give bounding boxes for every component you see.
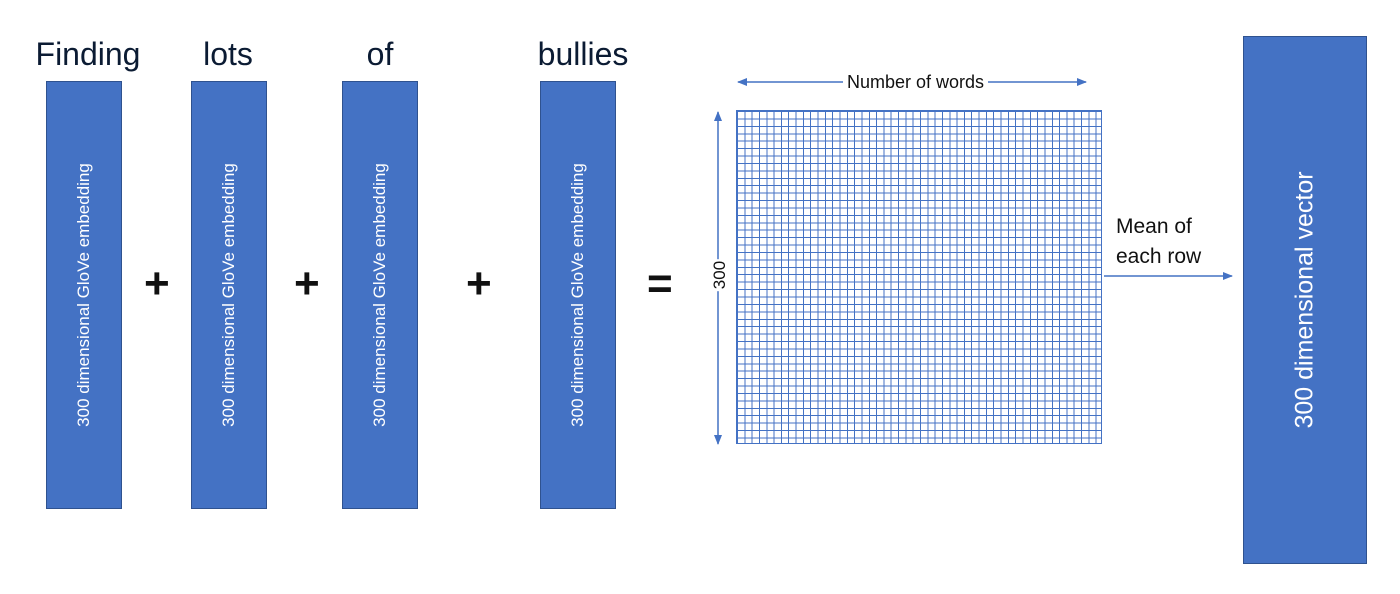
- mean-label: Mean of each row: [1116, 212, 1201, 272]
- embedding-label: 300 dimensional GloVe embedding: [219, 163, 238, 427]
- plus-operator-2: +: [294, 259, 320, 308]
- result-vector-box: 300 dimensional vector: [1243, 36, 1367, 564]
- matrix-grid: [736, 110, 1102, 444]
- embedding-box-bullies: 300 dimensional GloVe embedding: [540, 81, 616, 509]
- mean-label-line2: each row: [1116, 245, 1202, 268]
- result-vector-label: 300 dimensional vector: [1290, 171, 1319, 429]
- plus-operator-1: +: [144, 259, 170, 308]
- matrix-width-label: Number of words: [843, 71, 989, 93]
- mean-label-line1: Mean of: [1116, 215, 1192, 238]
- word-matrix: [736, 110, 1102, 444]
- matrix-height-label: 300: [708, 258, 732, 292]
- embedding-label: 300 dimensional GloVe embedding: [74, 163, 93, 427]
- embedding-label: 300 dimensional GloVe embedding: [370, 163, 389, 427]
- word-label-finding: Finding: [35, 36, 141, 72]
- plus-operator-3: +: [466, 259, 492, 308]
- word-label-of: of: [366, 36, 394, 72]
- word-label-bullies: bullies: [537, 36, 629, 72]
- embedding-box-of: 300 dimensional GloVe embedding: [342, 81, 418, 509]
- embedding-box-finding: 300 dimensional GloVe embedding: [46, 81, 122, 509]
- embedding-box-lots: 300 dimensional GloVe embedding: [191, 81, 267, 509]
- equals-operator: =: [647, 259, 673, 308]
- word-label-lots: lots: [203, 36, 253, 72]
- embedding-label: 300 dimensional GloVe embedding: [568, 163, 587, 427]
